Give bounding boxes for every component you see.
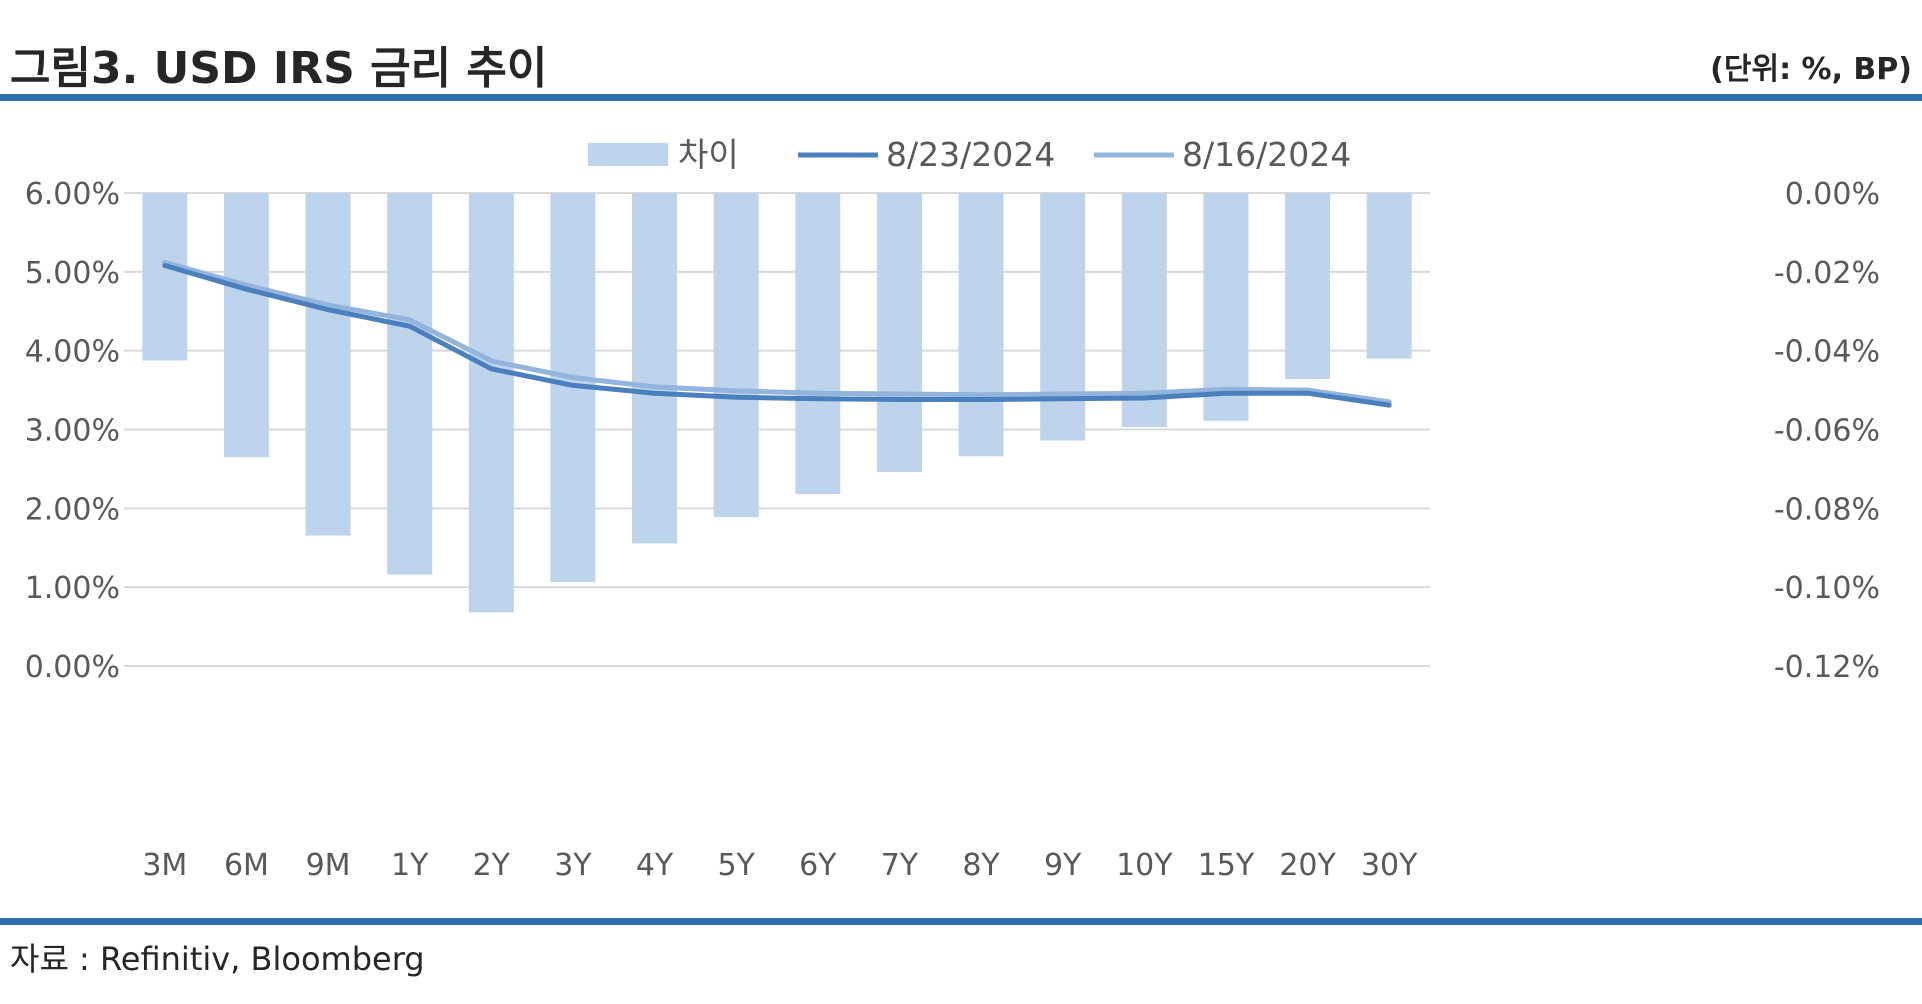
x-tick-label: 6M — [224, 848, 269, 883]
x-tick-label: 30Y — [1361, 848, 1418, 883]
right-tick-label: 0.00% — [1785, 177, 1880, 212]
right-tick-label: -0.08% — [1774, 492, 1880, 527]
legend: 차이 8/23/2024 8/16/2024 — [588, 135, 1351, 174]
x-tick-label: 1Y — [391, 848, 429, 883]
x-tick-label: 3M — [142, 848, 187, 883]
legend-label-current: 8/23/2024 — [886, 135, 1055, 174]
left-tick-label: 2.00% — [25, 492, 120, 527]
chart-title: 그림3. USD IRS 금리 추이 — [10, 43, 548, 94]
bar-diff — [713, 193, 759, 518]
legend-label-previous: 8/16/2024 — [1182, 135, 1351, 174]
x-tick-label: 2Y — [473, 848, 511, 883]
bottom-rule — [0, 918, 1922, 925]
line-series-previous — [162, 259, 1392, 405]
line-layer — [162, 259, 1392, 408]
x-tick-label: 9Y — [1044, 848, 1082, 883]
bar-diff — [1366, 193, 1412, 359]
right-tick-label: -0.12% — [1774, 650, 1880, 685]
line-series-current — [162, 263, 1392, 408]
x-tick-label: 5Y — [717, 848, 755, 883]
left-tick-label: 5.00% — [25, 256, 120, 291]
bar-diff — [795, 193, 841, 495]
x-tick-label: 3Y — [554, 848, 592, 883]
legend-swatch-diff — [588, 143, 668, 166]
right-tick-label: -0.04% — [1774, 335, 1880, 370]
bar-diff — [958, 193, 1004, 457]
source-note: 자료 : Refinitiv, Bloomberg — [10, 940, 425, 978]
bar-diff — [1203, 193, 1249, 421]
bar-diff — [876, 193, 922, 473]
left-tick-label: 4.00% — [25, 335, 120, 370]
x-tick-label: 8Y — [962, 848, 1000, 883]
bar-diff — [1040, 193, 1086, 441]
bar-diff — [305, 193, 351, 536]
x-tick-label: 6Y — [799, 848, 837, 883]
x-tick-label: 10Y — [1116, 848, 1173, 883]
top-rule — [0, 94, 1922, 101]
legend-label-diff: 차이 — [678, 135, 739, 174]
x-tick-label: 7Y — [881, 848, 919, 883]
bar-diff — [223, 193, 269, 458]
left-tick-label: 6.00% — [25, 177, 120, 212]
x-tick-label: 20Y — [1279, 848, 1336, 883]
left-tick-label: 0.00% — [25, 650, 120, 685]
bar-diff — [387, 193, 433, 575]
left-tick-label: 3.00% — [25, 414, 120, 449]
bar-diff — [1285, 193, 1331, 380]
right-tick-label: -0.02% — [1774, 256, 1880, 291]
bar-diff — [632, 193, 678, 544]
right-tick-label: -0.06% — [1774, 414, 1880, 449]
x-tick-label: 9M — [306, 848, 351, 883]
bar-series-diff — [142, 193, 1412, 613]
x-tick-label: 15Y — [1198, 848, 1255, 883]
right-tick-label: -0.10% — [1774, 571, 1880, 606]
unit-label: (단위: %, BP) — [1710, 52, 1912, 87]
left-tick-label: 1.00% — [25, 571, 120, 606]
bar-diff — [1121, 193, 1167, 428]
axis-layer: 0.00% 1.00% 2.00% 3.00% 4.00% 5.00% 6.00% -0.12… — [25, 177, 1880, 883]
bar-diff — [142, 193, 188, 361]
x-tick-label: 4Y — [636, 848, 674, 883]
bar-diff — [468, 193, 514, 613]
